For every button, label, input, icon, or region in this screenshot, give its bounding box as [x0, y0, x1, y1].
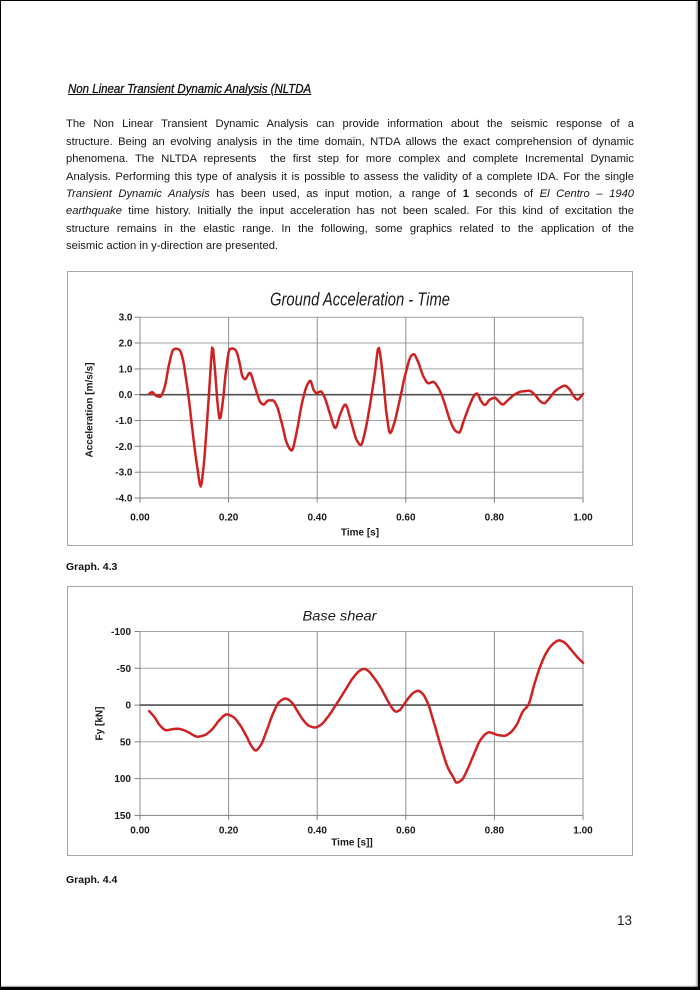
svg-text:Ground Acceleration - Time: Ground Acceleration - Time	[270, 290, 450, 310]
svg-text:Time [s]]: Time [s]]	[331, 838, 373, 849]
svg-text:-3.0: -3.0	[115, 468, 133, 479]
svg-text:0.80: 0.80	[485, 513, 505, 524]
svg-text:-2.0: -2.0	[115, 442, 133, 453]
svg-text:0.20: 0.20	[219, 825, 239, 836]
svg-text:50: 50	[120, 737, 132, 748]
svg-text:-4.0: -4.0	[115, 494, 133, 505]
svg-text:100: 100	[114, 774, 131, 785]
svg-text:Base shear: Base shear	[303, 608, 378, 624]
svg-text:0.80: 0.80	[485, 825, 505, 836]
svg-text:3.0: 3.0	[119, 313, 133, 324]
svg-text:150: 150	[114, 811, 131, 822]
svg-text:1.00: 1.00	[573, 825, 593, 836]
svg-text:Acceleration [m/s/s]: Acceleration [m/s/s]	[85, 362, 96, 457]
svg-text:-100: -100	[111, 627, 131, 638]
svg-text:Fy [kN]: Fy [kN]	[94, 707, 105, 741]
svg-text:2.0: 2.0	[119, 339, 133, 350]
svg-text:0.40: 0.40	[307, 825, 327, 836]
svg-text:0.00: 0.00	[130, 513, 150, 524]
svg-text:0.40: 0.40	[307, 513, 327, 524]
svg-text:1.0: 1.0	[119, 364, 133, 375]
svg-text:0.0: 0.0	[119, 390, 133, 401]
svg-text:0.00: 0.00	[130, 825, 150, 836]
svg-text:Time [s]: Time [s]	[341, 528, 379, 539]
svg-text:0.60: 0.60	[396, 825, 416, 836]
svg-text:0.60: 0.60	[396, 513, 416, 524]
svg-text:-1.0: -1.0	[115, 416, 133, 427]
svg-text:0.20: 0.20	[219, 513, 239, 524]
svg-text:0: 0	[125, 701, 131, 712]
svg-text:-50: -50	[117, 664, 132, 675]
svg-text:1.00: 1.00	[573, 513, 593, 524]
